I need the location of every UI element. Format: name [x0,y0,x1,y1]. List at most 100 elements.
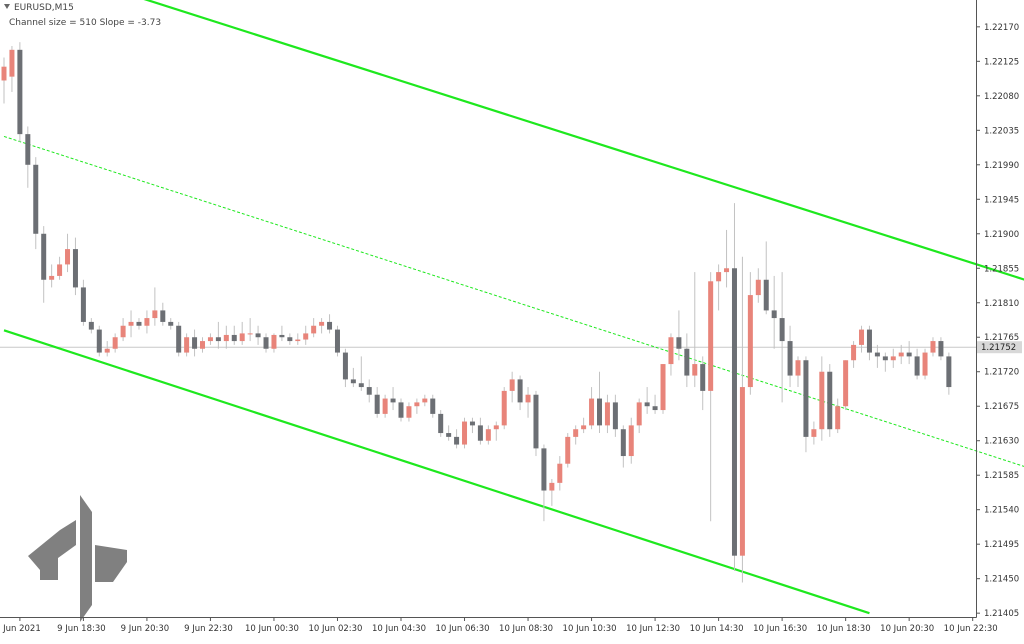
candle-body [501,390,507,426]
candle-body [922,352,928,376]
candle [501,387,507,430]
candle [57,256,63,280]
candle-body [17,49,23,135]
indicator-params-label: Channel size = 510 Slope = -3.73 [9,18,162,28]
candle [358,356,364,391]
candle-body [509,379,515,391]
candle-body [350,379,356,384]
candle-body [866,329,872,353]
candle-body [533,394,539,449]
candle [716,264,722,311]
candle-body [469,421,475,426]
candle-body [398,402,404,418]
chevron-down-icon[interactable] [4,4,10,9]
candle-body [327,321,333,330]
x-tick-label: 10 Jun 18:30 [817,624,871,634]
x-tick-label: 10 Jun 08:30 [499,624,553,634]
candle-body [573,429,579,437]
candle-body [271,334,277,349]
candle [859,325,865,353]
candle [96,325,102,357]
candle [739,256,745,583]
candle [303,325,309,345]
candle [700,356,706,411]
candle-body [668,337,674,365]
candle-body [843,360,849,407]
candle-body [41,233,47,280]
candle [882,352,888,372]
candle-body [517,379,523,403]
candle [279,325,285,342]
candle-body [882,356,888,361]
candle-body [57,264,63,276]
candle [200,337,205,353]
candle [239,321,245,345]
current-price-tag: 1.21752 [977,341,1022,354]
candle-body [342,352,348,380]
candle-body [946,356,952,388]
candle [33,157,39,250]
candle-body [906,352,912,357]
candle [88,318,94,334]
candle [104,341,110,357]
candle-body [597,398,602,426]
candle [120,318,126,342]
candle [525,387,531,418]
candle [160,302,166,326]
candle [176,321,182,357]
candle-body [382,398,388,414]
y-tick-label: 1.21450 [984,575,1019,585]
candle-body [493,425,499,430]
candle [811,421,817,445]
candle [589,387,595,430]
candle-body [898,352,904,357]
x-tick-label: 9 Jun 18:30 [57,624,106,634]
candle [644,387,650,414]
candle-body [390,398,396,403]
candle-body [438,413,444,434]
candle-body [334,329,340,353]
x-tick-label: 10 Jun 14:30 [690,624,744,634]
candle [890,348,896,368]
candle [660,364,666,414]
candle-body [557,463,563,483]
candle [517,375,523,411]
candle [398,398,404,422]
y-tick-label: 1.22080 [984,92,1019,102]
candle-body [930,341,936,353]
y-tick-label: 1.22125 [984,57,1019,67]
x-tick-label: 10 Jun 12:30 [626,624,680,634]
candle [692,272,698,388]
candle [930,337,936,357]
candle [327,314,333,334]
candle [573,425,579,445]
candle-body [319,321,325,326]
x-tick-label: 10 Jun 02:30 [308,624,362,634]
x-tick-label: 10 Jun 20:30 [880,624,934,634]
candle-body [549,482,555,491]
candle-body [581,425,587,430]
candle [207,333,213,345]
candle [80,279,86,326]
candle-body [49,275,55,280]
candle [557,456,563,491]
candle [803,356,809,453]
candle [787,325,793,388]
candle [795,356,801,388]
candle-body [485,429,491,441]
channel-upper-line [143,0,1024,281]
candle [271,333,277,353]
symbol-label: EURUSD,M15 [4,3,74,13]
candle [152,287,158,326]
logo [28,495,127,622]
candle [747,272,753,395]
candle-body [72,249,78,288]
candle-body [771,310,777,319]
channel-middle-line [3,135,1024,467]
candle [438,410,444,437]
candle [477,417,483,445]
candle [168,318,174,330]
candle [533,390,539,457]
